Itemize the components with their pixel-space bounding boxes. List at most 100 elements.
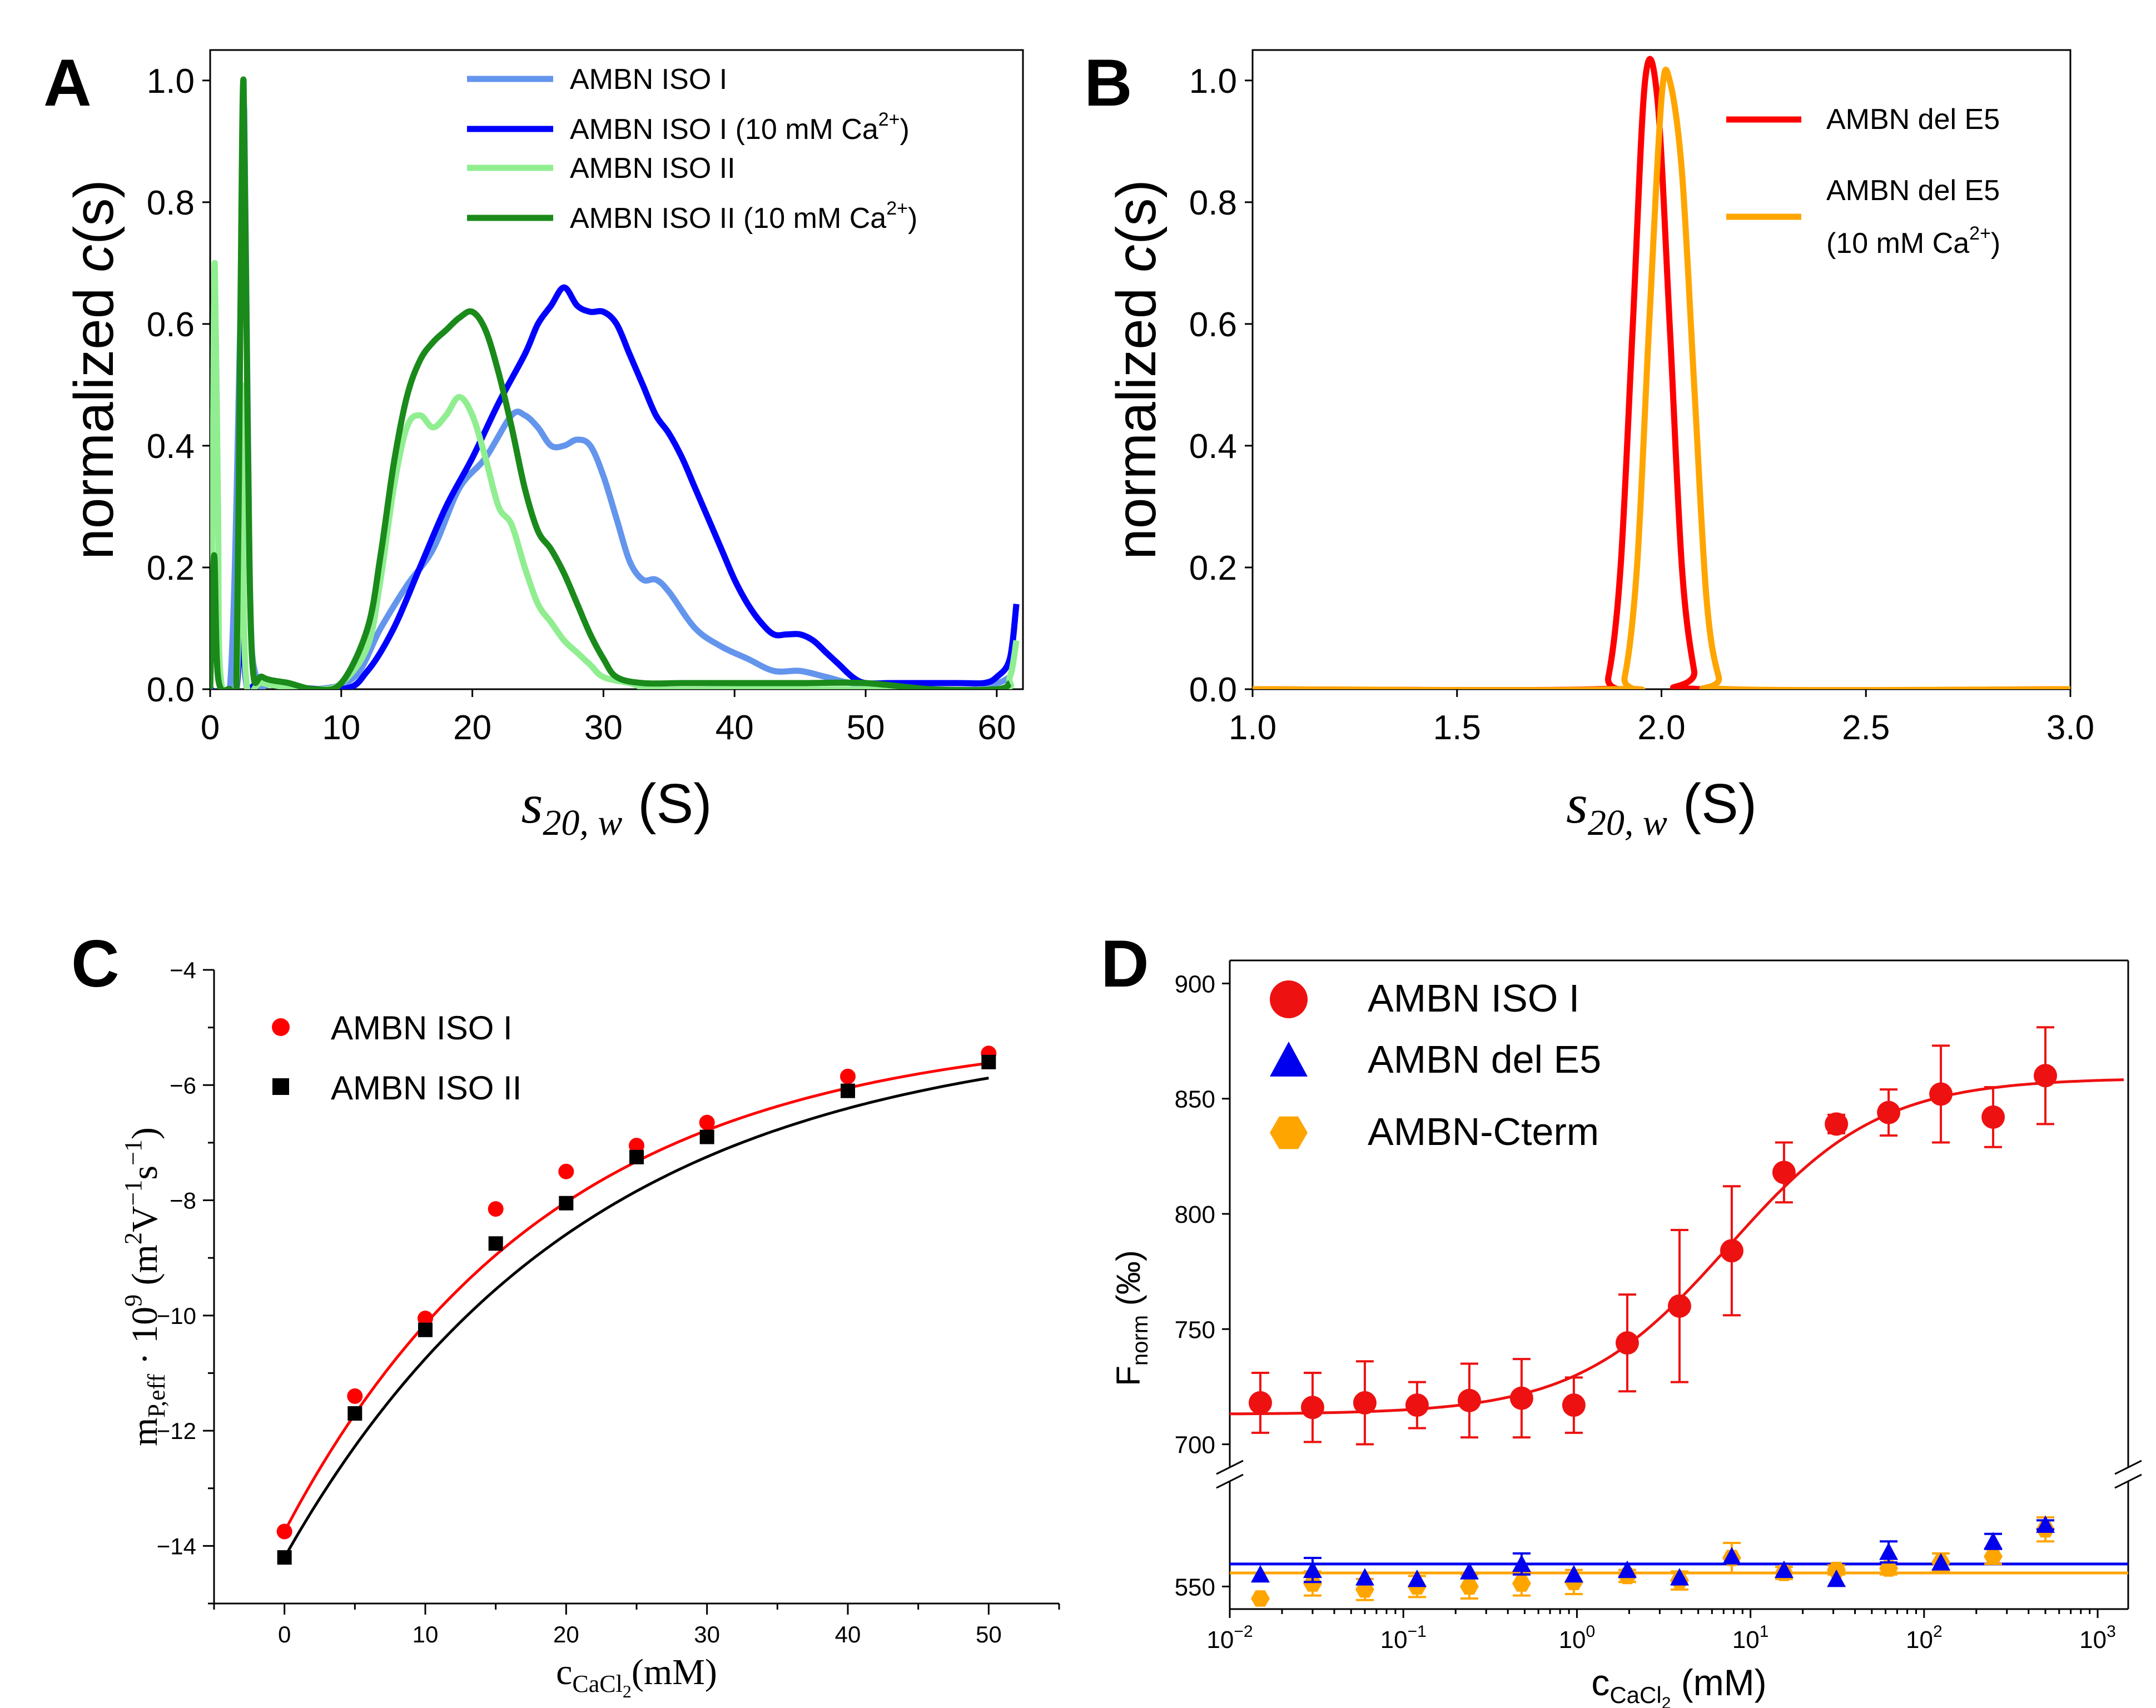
- c-ytick-label: −14: [157, 1533, 196, 1559]
- d-point-0: [1353, 1391, 1377, 1415]
- d-point-0: [1929, 1082, 1953, 1106]
- a-legend-label-3: AMBN ISO II (10 mM Ca2+): [570, 198, 917, 235]
- a-ytick-label: 0.2: [147, 549, 195, 587]
- c-ytick-label: −4: [170, 957, 196, 983]
- a-legend-label-0: AMBN ISO I: [570, 63, 727, 96]
- d-ytick-label: 750: [1175, 1316, 1215, 1343]
- d-point-2: [1512, 1575, 1531, 1592]
- d-point-0: [1405, 1393, 1429, 1417]
- b-legend-label-1b: (10 mM Ca2+): [1826, 223, 2000, 260]
- d-point-0: [1457, 1388, 1481, 1412]
- c-point-0: [276, 1523, 292, 1540]
- d-axis-break-mark: [1216, 1473, 1244, 1489]
- c-point-1: [981, 1054, 996, 1069]
- d-axis-break-mark: [2114, 1460, 2142, 1475]
- c-point-0: [558, 1163, 574, 1179]
- a-ytick-label: 0.6: [147, 306, 195, 344]
- c-point-0: [418, 1311, 433, 1326]
- c-xtick-label: 10: [413, 1621, 439, 1647]
- d-point-2: [1251, 1590, 1270, 1607]
- d-point-1: [1564, 1565, 1583, 1583]
- a-xlabel: s20, w (S): [521, 773, 712, 843]
- d-point-1: [1774, 1560, 1794, 1578]
- b-ytick-label: 1.0: [1189, 62, 1237, 101]
- c-fit-line-0: [283, 1062, 989, 1532]
- d-xtick-label: 102: [1906, 1622, 1943, 1654]
- d-point-1: [1827, 1569, 1846, 1587]
- panel-label-b: B: [1084, 46, 1132, 120]
- c-xtick-label: 50: [976, 1621, 1002, 1647]
- a-series-line-1: [210, 284, 1020, 689]
- c-point-1: [629, 1149, 644, 1164]
- a-xtick-label: 50: [847, 709, 885, 747]
- panel-b-chart: 0.0 0.2 0.4 0.6 0.8 1.0 1.0 1.5 2.0 2.5 3.0 normali…: [1105, 49, 2094, 843]
- d-point-1: [1931, 1553, 1951, 1571]
- d-axis-break-mark: [1216, 1460, 1244, 1475]
- c-legend-marker-0: [272, 1018, 290, 1036]
- d-point-1: [1407, 1569, 1427, 1587]
- b-series-line-0: [1253, 56, 2070, 689]
- d-xtick-label: 10−1: [1380, 1622, 1427, 1654]
- d-point-0: [1772, 1161, 1796, 1184]
- a-series-line-2: [210, 260, 1020, 689]
- d-point-0: [1615, 1331, 1639, 1355]
- d-legend-marker-0: [1270, 980, 1308, 1018]
- d-point-1: [1250, 1565, 1270, 1583]
- panel-d-chart: 900 850 800 750 700 550 10−2 10−1 100 101 102 103 AM…: [1110, 959, 2142, 1708]
- c-xtick-label: 20: [553, 1621, 579, 1647]
- d-point-1: [1879, 1542, 1899, 1560]
- panel-c-chart: −4 −6 −8 −10 −12 −14 0 10 20 30 40 50 AMBN ISO I AMBN…: [120, 957, 1060, 1701]
- c-ytick-label: −10: [157, 1303, 196, 1329]
- a-xtick-label: 10: [322, 709, 360, 747]
- d-xtick-label: 100: [1559, 1622, 1596, 1654]
- panel-label-c: C: [71, 927, 120, 1001]
- d-legend-marker-1: [1270, 1042, 1308, 1077]
- b-legend-label-0: AMBN del E5: [1826, 103, 2000, 136]
- b-ytick-label: 0.8: [1189, 184, 1237, 222]
- b-ytick-label: 0.0: [1189, 671, 1237, 709]
- c-xtick-label: 30: [694, 1621, 720, 1647]
- c-point-0: [488, 1201, 504, 1217]
- b-ylabel: normalized c(s): [1105, 180, 1168, 560]
- c-point-1: [699, 1129, 714, 1144]
- d-ytick-label: 850: [1175, 1086, 1215, 1113]
- b-xtick-label: 1.5: [1433, 709, 1481, 747]
- c-ytick-label: −12: [157, 1418, 196, 1444]
- d-point-0: [1562, 1393, 1586, 1417]
- d-point-1: [1512, 1554, 1531, 1572]
- a-xtick-label: 0: [201, 709, 220, 747]
- d-point-1: [1670, 1568, 1689, 1586]
- b-ytick-label: 0.2: [1189, 549, 1237, 587]
- c-point-1: [277, 1550, 292, 1565]
- d-xtick-label: 103: [2079, 1622, 2116, 1654]
- a-xtick-label: 60: [977, 709, 1016, 747]
- b-series-line-1: [1253, 66, 2070, 689]
- c-ytick-label: −6: [170, 1072, 196, 1098]
- d-point-1: [1722, 1547, 1741, 1565]
- c-ytick-label: −8: [170, 1188, 196, 1214]
- a-xtick-label: 20: [453, 709, 491, 747]
- d-ylabel: Fnorm (‰): [1110, 1250, 1152, 1386]
- d-point-0: [2034, 1064, 2058, 1088]
- b-xlabel: s20, w (S): [1566, 773, 1757, 843]
- a-ytick-label: 0.8: [147, 184, 195, 222]
- panel-label-a: A: [43, 46, 92, 120]
- a-ytick-label: 0.0: [147, 671, 195, 709]
- c-legend-marker-1: [272, 1078, 289, 1095]
- b-xtick-label: 2.5: [1842, 709, 1890, 747]
- c-xlabel: cCaCl2(mM): [556, 1652, 717, 1701]
- d-point-0: [1248, 1391, 1272, 1415]
- d-legend-label-2: AMBN-Cterm: [1368, 1110, 1599, 1153]
- d-point-1: [1617, 1560, 1637, 1578]
- d-point-0: [1509, 1386, 1533, 1410]
- d-xtick-label: 10−2: [1206, 1622, 1253, 1654]
- d-axis-break-mark: [2114, 1473, 2142, 1489]
- panel-a-chart: 0.0 0.2 0.4 0.6 0.8 1.0 0 10 20 30 40 50 60 normalize…: [63, 49, 1024, 843]
- panel-label-d: D: [1101, 927, 1149, 1001]
- a-ytick-label: 1.0: [147, 62, 195, 101]
- d-point-2: [1879, 1560, 1899, 1577]
- d-legend-label-0: AMBN ISO I: [1368, 977, 1579, 1020]
- c-point-1: [559, 1196, 574, 1211]
- a-axes-frame: [209, 49, 1024, 690]
